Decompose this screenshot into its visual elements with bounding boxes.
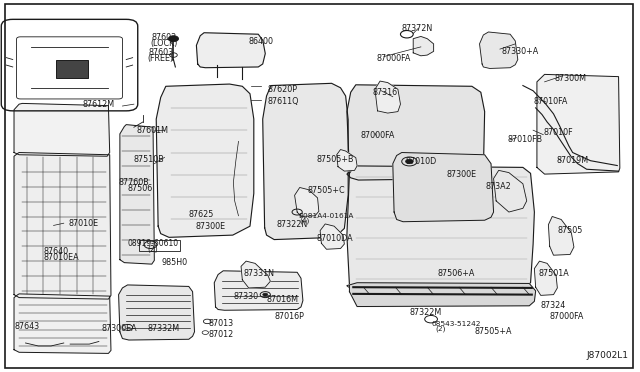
- Text: 87010EA: 87010EA: [44, 253, 79, 262]
- Text: 87505+A: 87505+A: [474, 327, 512, 336]
- Text: 87000FA: 87000FA: [361, 131, 396, 140]
- Polygon shape: [393, 153, 493, 222]
- Text: 08543-51242: 08543-51242: [431, 321, 481, 327]
- Text: 87505+B: 87505+B: [316, 155, 354, 164]
- Polygon shape: [347, 166, 534, 291]
- Text: 87300E: 87300E: [195, 222, 225, 231]
- Text: 87506: 87506: [127, 184, 153, 193]
- Text: 87010F: 87010F: [543, 128, 573, 137]
- Polygon shape: [156, 84, 254, 237]
- Polygon shape: [537, 74, 620, 174]
- Circle shape: [263, 293, 268, 296]
- Text: 87611Q: 87611Q: [268, 97, 300, 106]
- Text: 87010D: 87010D: [406, 157, 437, 166]
- Text: 08919-60610: 08919-60610: [127, 239, 179, 248]
- Polygon shape: [375, 81, 401, 113]
- Polygon shape: [14, 103, 109, 156]
- Text: (LOCK): (LOCK): [151, 39, 178, 48]
- Text: 87013: 87013: [209, 319, 234, 328]
- Text: 87012: 87012: [209, 330, 234, 339]
- Text: 87330: 87330: [234, 292, 259, 301]
- Text: 87010E: 87010E: [69, 219, 99, 228]
- Text: 87300E: 87300E: [446, 170, 477, 179]
- Text: 87612M: 87612M: [83, 100, 115, 109]
- Text: 87602: 87602: [152, 33, 177, 42]
- Text: 87643: 87643: [14, 322, 39, 331]
- Polygon shape: [548, 217, 574, 255]
- Text: 87016M: 87016M: [266, 295, 298, 304]
- Text: B081A4-0161A: B081A4-0161A: [298, 213, 353, 219]
- Text: 87300M: 87300M: [555, 74, 587, 83]
- Text: 87330+A: 87330+A: [501, 47, 538, 56]
- Polygon shape: [241, 261, 270, 288]
- Text: 985H0: 985H0: [162, 258, 188, 267]
- Text: 87505+C: 87505+C: [307, 186, 345, 195]
- Text: 87010FB: 87010FB: [508, 135, 543, 144]
- Text: 87640: 87640: [44, 247, 68, 256]
- Text: (4): (4): [300, 218, 310, 224]
- Text: 87331N: 87331N: [244, 269, 275, 278]
- Polygon shape: [337, 150, 357, 171]
- Text: (2): (2): [435, 326, 445, 332]
- Text: 87620P: 87620P: [268, 85, 298, 94]
- Polygon shape: [493, 170, 527, 212]
- Text: 87760B: 87760B: [118, 178, 149, 187]
- Text: 87510B: 87510B: [134, 155, 164, 164]
- Circle shape: [406, 159, 413, 164]
- Text: 87601M: 87601M: [136, 126, 168, 135]
- Polygon shape: [118, 285, 195, 340]
- Circle shape: [168, 36, 179, 42]
- Bar: [139, 240, 180, 251]
- Text: 87000FA: 87000FA: [550, 312, 584, 321]
- Polygon shape: [294, 187, 319, 217]
- Polygon shape: [479, 32, 518, 68]
- Polygon shape: [263, 83, 348, 240]
- Polygon shape: [14, 294, 111, 353]
- Text: 87316: 87316: [372, 88, 397, 97]
- Text: 87000FA: 87000FA: [376, 54, 411, 63]
- Text: 87016P: 87016P: [274, 312, 304, 321]
- Polygon shape: [320, 224, 344, 249]
- Polygon shape: [14, 153, 111, 299]
- Text: 87300EA: 87300EA: [101, 324, 137, 333]
- Text: 87506+A: 87506+A: [438, 269, 475, 278]
- Text: 87322M: 87322M: [410, 308, 442, 317]
- Polygon shape: [214, 271, 303, 310]
- Text: 87625: 87625: [189, 210, 214, 219]
- Text: (2): (2): [148, 245, 159, 254]
- Text: 87603: 87603: [148, 48, 173, 57]
- Text: 87501A: 87501A: [538, 269, 569, 278]
- Polygon shape: [534, 261, 557, 295]
- Polygon shape: [120, 125, 154, 264]
- Text: 87372N: 87372N: [402, 24, 433, 33]
- Text: 87332M: 87332M: [148, 324, 180, 333]
- Text: 873A2: 873A2: [486, 182, 511, 191]
- Polygon shape: [413, 36, 434, 56]
- Text: 87505: 87505: [557, 226, 582, 235]
- Text: 87019M: 87019M: [556, 156, 588, 165]
- Text: J87002L1: J87002L1: [587, 351, 628, 360]
- Text: (FREE): (FREE): [148, 54, 173, 63]
- Polygon shape: [196, 33, 265, 68]
- Text: 87324: 87324: [541, 301, 566, 310]
- Polygon shape: [347, 85, 484, 180]
- Text: 87010FA: 87010FA: [533, 97, 568, 106]
- Polygon shape: [349, 283, 536, 307]
- Bar: [56, 60, 88, 78]
- Text: 87010DA: 87010DA: [317, 234, 353, 243]
- Text: 87322N: 87322N: [276, 220, 308, 229]
- Text: 86400: 86400: [249, 37, 274, 46]
